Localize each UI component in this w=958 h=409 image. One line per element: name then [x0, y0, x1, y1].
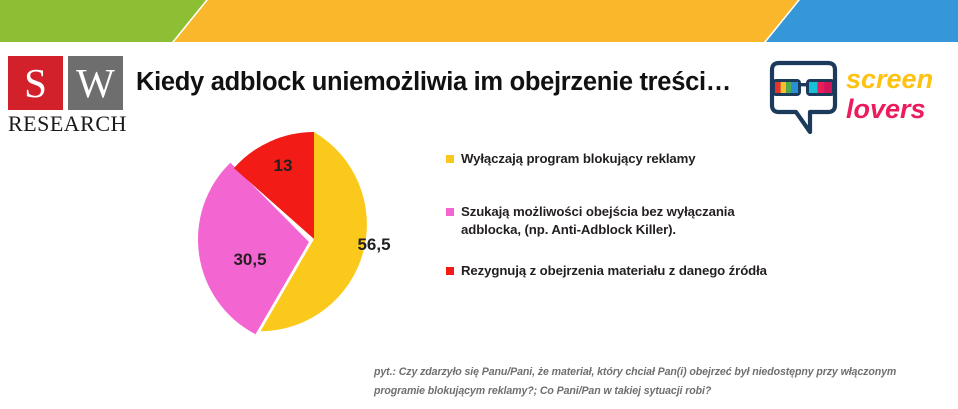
- pie-slice-rezygnuja: [233, 132, 314, 239]
- legend-marker-pink-icon: [446, 207, 454, 216]
- ribbon-segment-orange: [174, 0, 798, 42]
- pie-label-wylaczaja: 56,5: [357, 235, 390, 254]
- pie-slice-szukaja: [197, 162, 309, 335]
- survey-question-footnote: pyt.: Czy zdarzyło się Panu/Pani, że mat…: [374, 366, 897, 397]
- ribbon-segment-blue: [766, 0, 958, 42]
- sw-logo-letter-w: W: [68, 56, 123, 110]
- legend-item-rezygnuja: Rezygnują z obejrzenia materiału z daneg…: [446, 262, 776, 281]
- legend-label-szukaja: Szukają możliwości obejścia bez wyłączan…: [461, 203, 735, 238]
- legend-label-rezygnuja: Rezygnują z obejrzenia materiału z daneg…: [461, 263, 767, 279]
- screenlovers-word-lovers: lovers: [846, 94, 926, 124]
- chart-legend: Wyłączają program blokujący reklamy Szuk…: [446, 150, 776, 303]
- sunglasses-icon: [772, 79, 835, 96]
- page-title: Kiedy adblock uniemożliwia im obejrzenie…: [136, 68, 731, 96]
- pie-chart: 56,5 30,5 13: [196, 124, 428, 352]
- pie-label-szukaja: 30,5: [233, 250, 266, 269]
- legend-item-szukaja: Szukają możliwości obejścia bez wyłączan…: [446, 203, 776, 240]
- sw-logo-letter-s: S: [8, 56, 63, 110]
- speech-bubble-icon: [769, 60, 838, 135]
- screenlovers-logo: screen lovers: [766, 58, 952, 136]
- ribbon-segment-green: [0, 0, 206, 42]
- pie-slice-wylaczaja: [260, 132, 367, 332]
- legend-label-wylaczaja: Wyłączają program blokujący reklamy: [461, 151, 696, 166]
- sw-logo-tiles: S W: [8, 56, 130, 110]
- top-color-ribbon: [0, 0, 958, 42]
- screenlovers-word-screen: screen: [846, 64, 933, 94]
- legend-marker-yellow-icon: [446, 155, 454, 163]
- sw-logo-wordmark: RESEARCH: [8, 111, 127, 136]
- sw-research-logo: S W RESEARCH: [8, 56, 130, 136]
- pie-label-rezygnuja: 13: [274, 156, 293, 175]
- legend-marker-red-icon: [446, 267, 454, 276]
- legend-item-wylaczaja: Wyłączają program blokujący reklamy: [446, 150, 776, 169]
